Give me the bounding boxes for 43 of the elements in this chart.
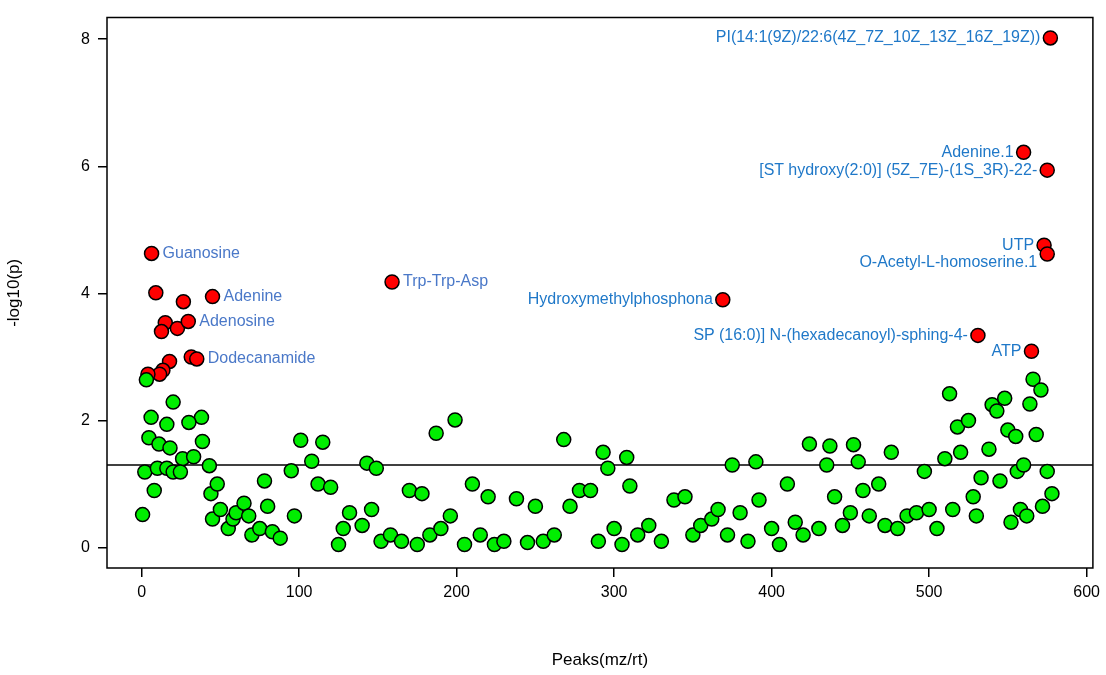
point — [1023, 343, 1040, 360]
point — [715, 292, 731, 308]
annotation: Hydroxymethylphosphona — [527, 290, 713, 308]
point — [1042, 30, 1059, 46]
y-tick-label: 2 — [81, 410, 91, 428]
y-tick-label: 4 — [81, 283, 91, 301]
x-tick-label: 300 — [600, 583, 628, 601]
annotation: [ST hydroxy(2:0)] (5Z_7E)-(1S_3R)-22- — [759, 160, 1038, 179]
x-tick-label: 100 — [285, 583, 313, 601]
point — [169, 320, 186, 337]
point — [1039, 162, 1055, 178]
y-tick-label: 6 — [81, 156, 91, 174]
point — [175, 293, 192, 310]
point — [153, 323, 170, 340]
point — [189, 351, 205, 367]
y-axis-title: -log10(p) — [3, 258, 23, 327]
x-tick-label: 500 — [915, 583, 943, 601]
x-axis-title: Peaks(mz/rt) — [551, 650, 649, 670]
point — [143, 245, 160, 262]
annotation: Adenosine — [199, 311, 275, 329]
annotation: PI(14:1(9Z)/22:6(4Z_7Z_10Z_13Z_16Z_19Z)) — [715, 28, 1041, 47]
annotation: Adenine.1 — [941, 142, 1014, 160]
annotation: SP (16:0)] N-(hexadecanoyl)-sphing-4- — [693, 325, 968, 343]
point — [204, 288, 221, 305]
x-tick-label: 400 — [758, 583, 786, 601]
annotation: Adenine — [223, 287, 283, 305]
annotation: O-Acetyl-L-homoserine.1 — [859, 252, 1038, 270]
annotation: Trp-Trp-Asp — [403, 272, 489, 290]
point — [1039, 246, 1055, 262]
y-tick-label: 8 — [81, 29, 91, 47]
annotation: UTP — [1002, 235, 1035, 253]
point — [1015, 144, 1032, 161]
x-tick-label: 0 — [137, 583, 147, 601]
y-tick-label: 0 — [81, 538, 91, 556]
point — [180, 313, 197, 330]
point — [384, 274, 400, 290]
x-tick-label: 600 — [1073, 583, 1101, 601]
annotation: Dodecanamide — [207, 349, 316, 367]
point — [148, 285, 164, 301]
annotation: Guanosine — [162, 243, 241, 261]
point — [970, 327, 986, 344]
annotation: ATP — [991, 341, 1022, 359]
x-tick-label: 200 — [443, 583, 471, 601]
